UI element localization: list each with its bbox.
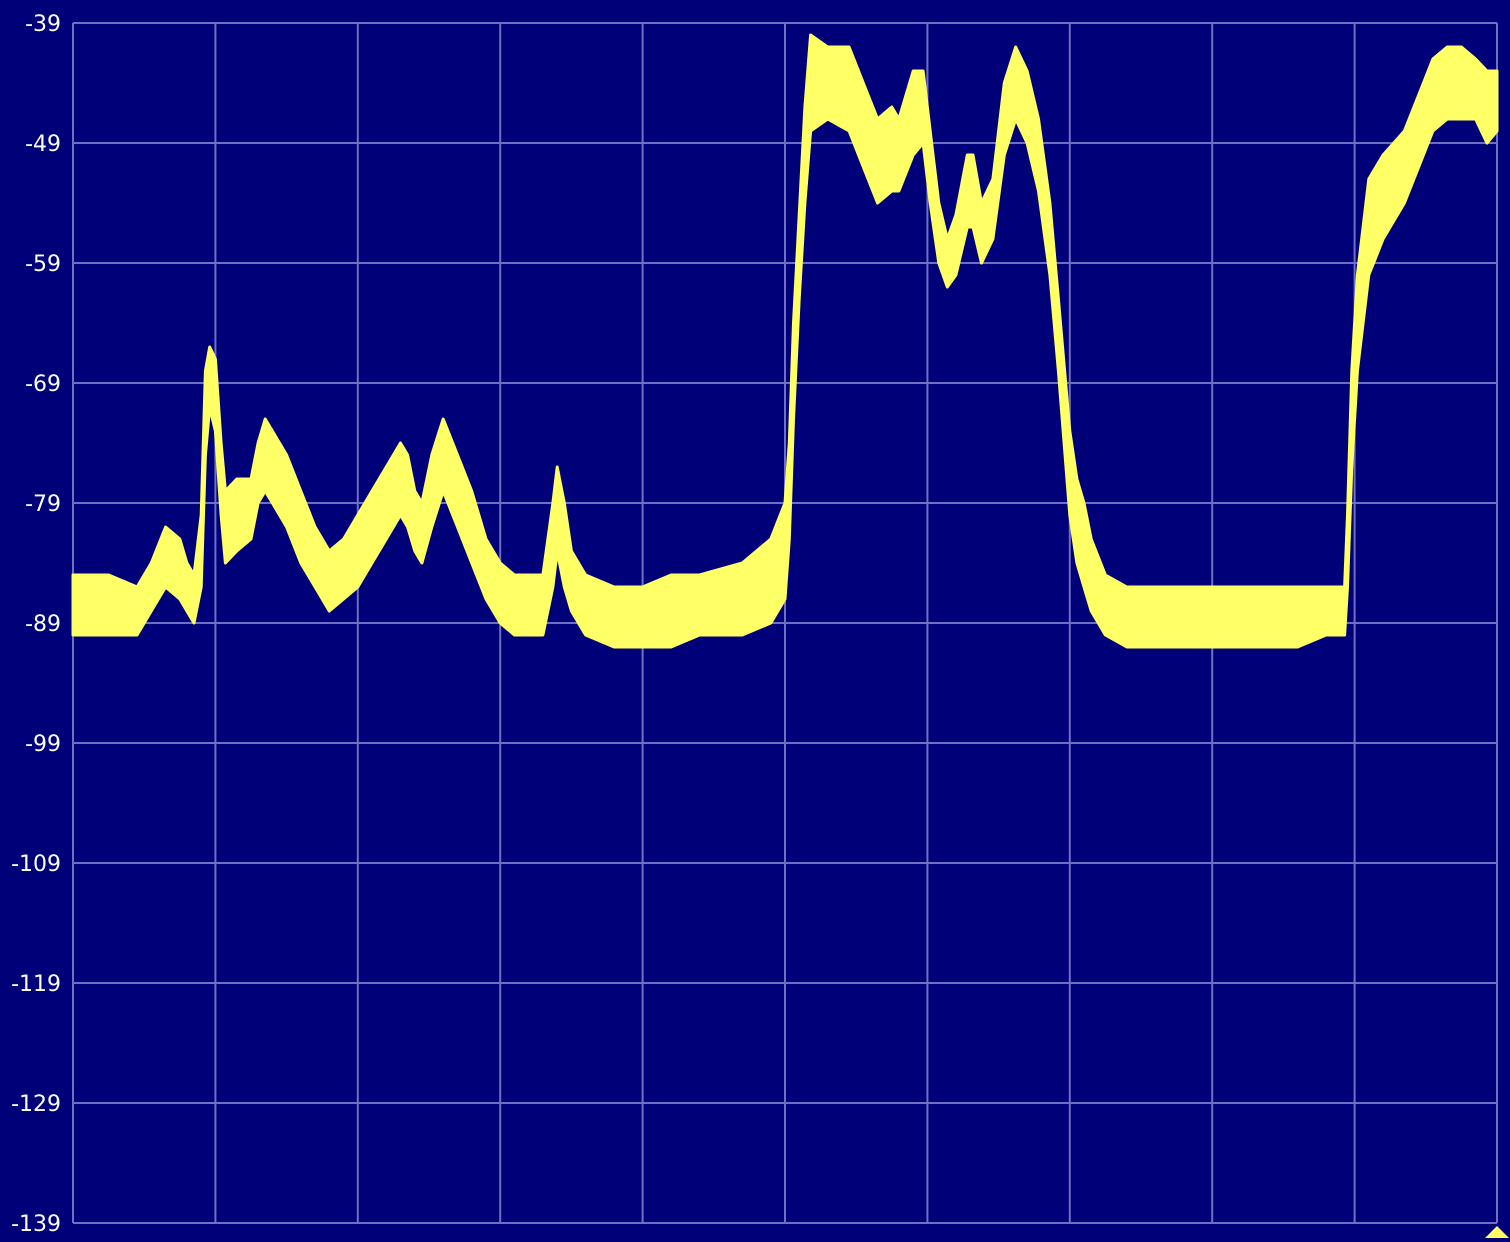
trace-band bbox=[71, 33, 1499, 649]
y-tick-label: -129 bbox=[11, 1092, 61, 1117]
y-tick-label: -39 bbox=[25, 12, 61, 37]
marker-triangle[interactable] bbox=[1485, 1226, 1509, 1238]
y-tick-label: -79 bbox=[25, 492, 61, 517]
y-tick-label: -69 bbox=[25, 372, 61, 397]
y-tick-label: -109 bbox=[11, 852, 61, 877]
trace-group bbox=[71, 33, 1499, 649]
y-tick-label: -89 bbox=[25, 612, 61, 637]
y-tick-labels: -39 -49 -59 -69 -79 -89 -99 -109 -119 -129 -139 bbox=[11, 12, 61, 1237]
marker-group bbox=[1485, 1226, 1509, 1238]
y-tick-label: -119 bbox=[11, 972, 61, 997]
y-tick-label: -59 bbox=[25, 252, 61, 277]
y-tick-label: -99 bbox=[25, 732, 61, 757]
y-tick-label: -49 bbox=[25, 132, 61, 157]
y-tick-label: -139 bbox=[11, 1212, 61, 1237]
grid bbox=[72, 22, 1498, 1224]
